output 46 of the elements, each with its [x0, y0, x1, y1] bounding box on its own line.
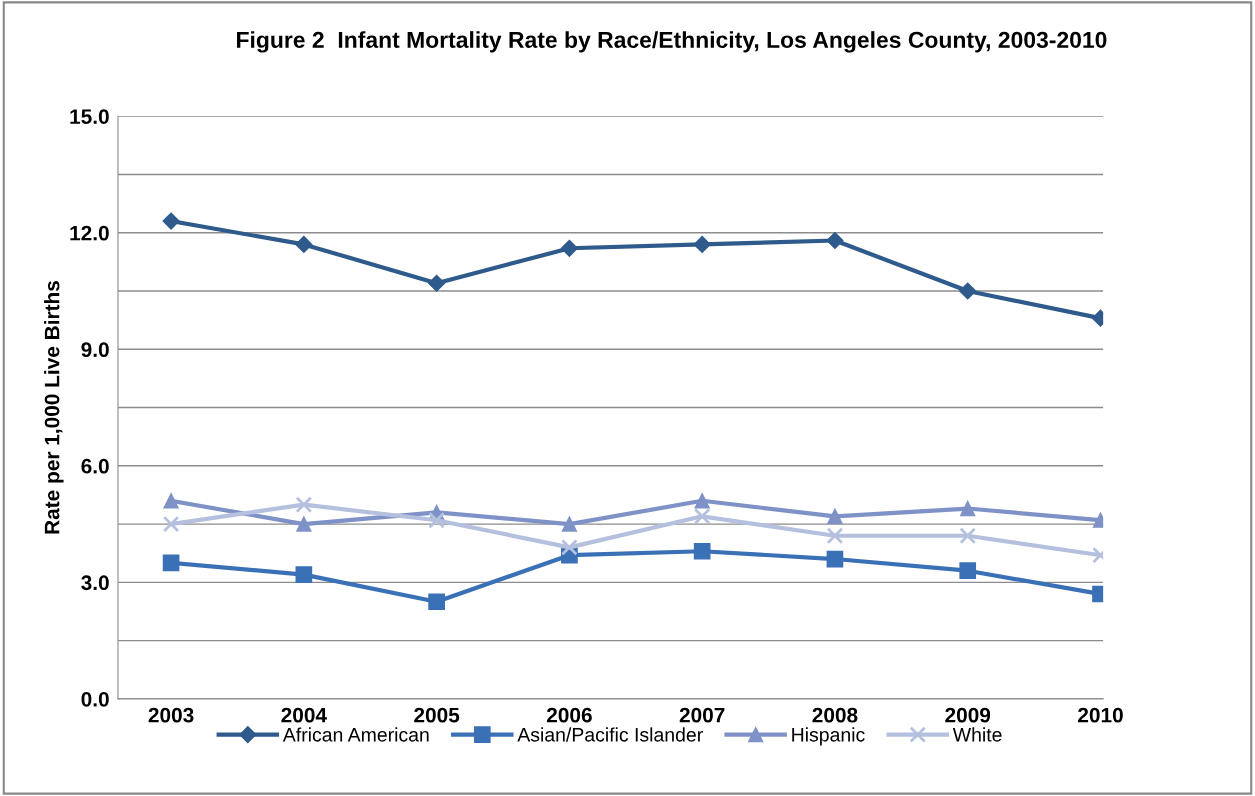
- legend-label: African American: [282, 727, 429, 742]
- point: [295, 235, 313, 253]
- point: [560, 239, 578, 257]
- point: [959, 527, 977, 545]
- x-tick-label: 2010: [1078, 707, 1123, 723]
- point: [694, 493, 710, 509]
- legend-label: White: [952, 727, 1002, 742]
- point: [826, 550, 844, 568]
- y-tick-label: 3.0: [81, 575, 109, 591]
- y-tick-label: 9.0: [81, 342, 109, 358]
- point: [959, 282, 977, 300]
- point: [295, 566, 313, 583]
- point: [162, 515, 180, 533]
- point: [295, 496, 313, 513]
- point: [960, 500, 976, 517]
- legend-label: Hispanic: [792, 727, 865, 746]
- point: [826, 231, 844, 250]
- point: [428, 511, 445, 529]
- point: [826, 527, 844, 545]
- x-tick-label: 2003: [148, 707, 194, 723]
- point: [693, 542, 711, 560]
- point: [428, 593, 445, 611]
- y-tick-label: 0.0: [81, 691, 109, 707]
- x-tick-label: 2008: [812, 707, 858, 723]
- y-tick-label: 12.0: [70, 225, 109, 241]
- point: [163, 493, 179, 509]
- point: [693, 235, 711, 253]
- x-tick-label: 2006: [546, 707, 592, 723]
- x-tick-label: 2004: [281, 707, 327, 723]
- point: [959, 562, 977, 580]
- legend-label: Asian/Pacific Islander: [517, 727, 703, 742]
- y-axis-title: Rate per 1,000 Live Births: [44, 281, 64, 534]
- x-tick-label: 2007: [679, 707, 725, 723]
- point: [162, 212, 180, 230]
- point: [827, 508, 843, 524]
- point: [428, 274, 446, 292]
- chart-title: Figure 2 Infant Mortality Rate by Race/Ethnicity, Los Angeles County, 2003-2010: [237, 31, 1107, 53]
- y-tick-label: 6.0: [81, 458, 109, 474]
- x-tick-label: 2005: [414, 707, 460, 723]
- x-tick-label: 2009: [945, 707, 991, 723]
- point: [296, 516, 312, 532]
- point: [162, 554, 180, 572]
- point: [561, 539, 578, 556]
- point: [561, 516, 578, 532]
- point: [693, 507, 711, 525]
- y-tick-label: 15.0: [70, 109, 109, 124]
